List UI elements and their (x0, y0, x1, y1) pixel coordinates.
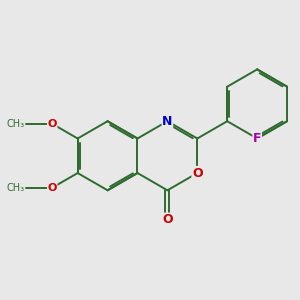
Text: F: F (253, 132, 261, 145)
Text: N: N (162, 115, 172, 128)
Text: O: O (47, 183, 57, 193)
Text: O: O (162, 213, 173, 226)
Text: CH₃: CH₃ (7, 119, 25, 129)
Text: O: O (192, 167, 202, 179)
Text: O: O (47, 119, 57, 129)
Text: CH₃: CH₃ (7, 183, 25, 193)
